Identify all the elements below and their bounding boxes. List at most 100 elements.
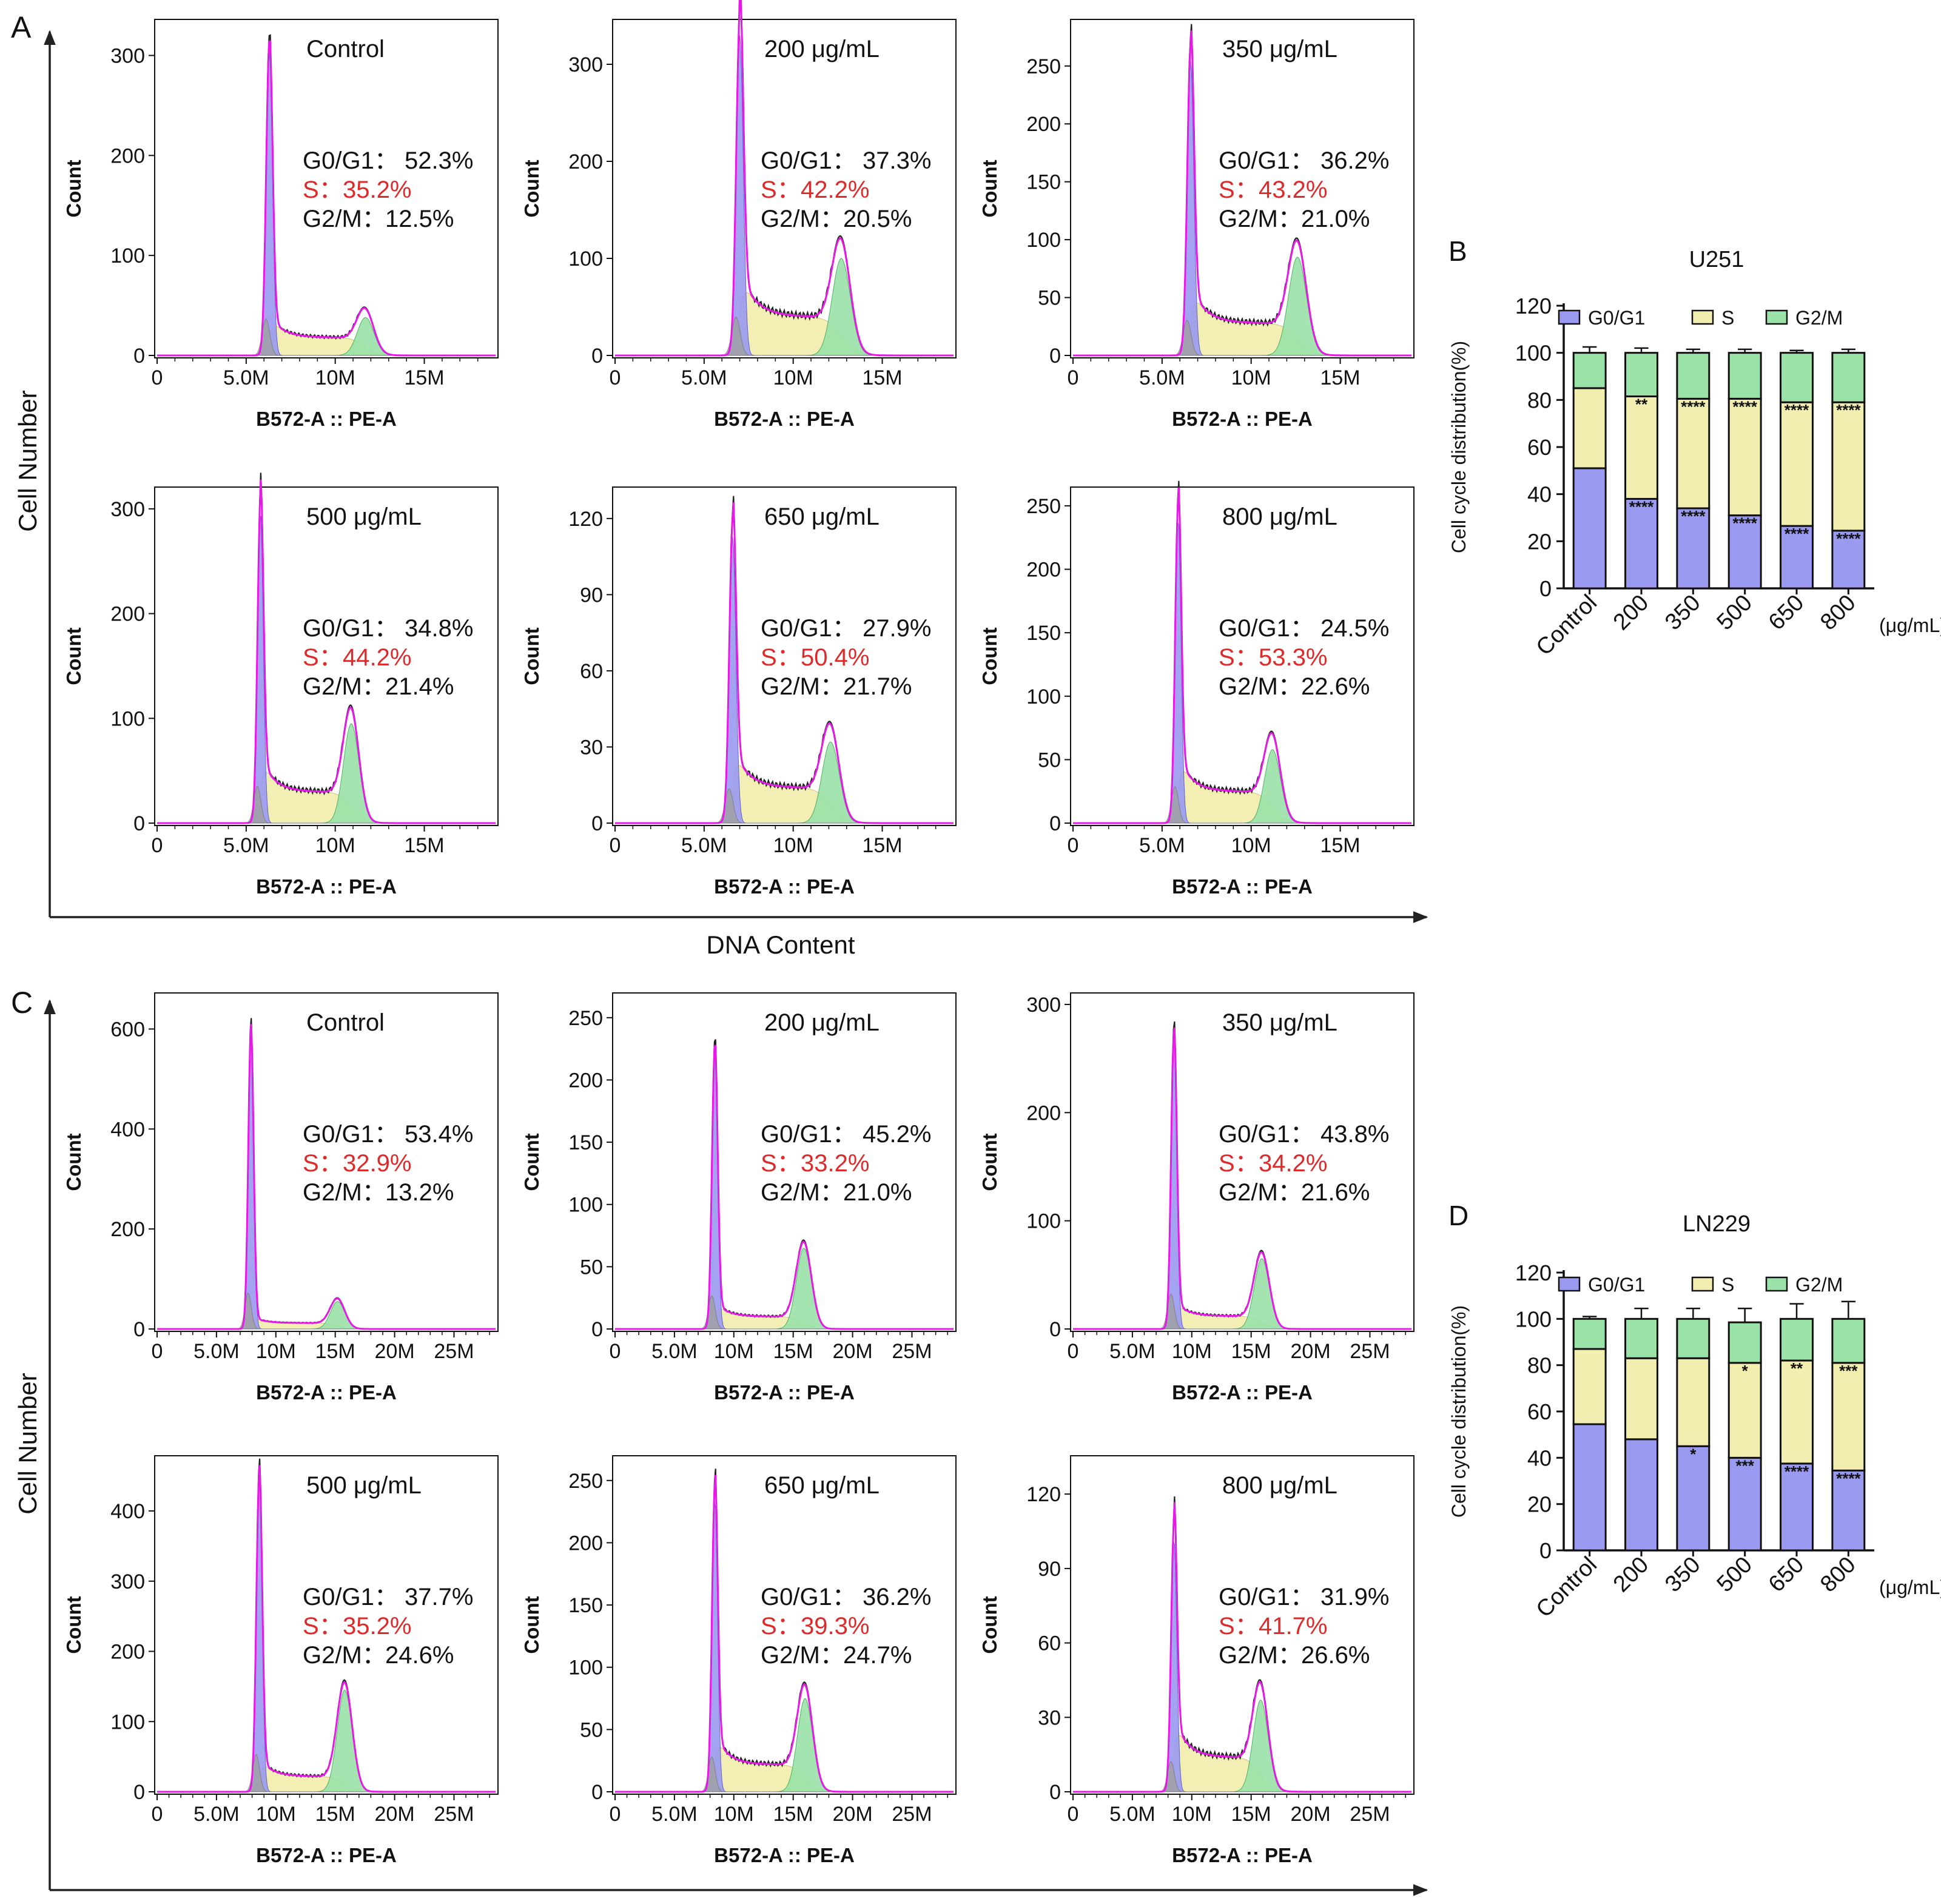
significance-marker: ***: [1735, 1456, 1754, 1475]
legend-label: S: [1721, 1274, 1734, 1296]
g2m-label: G2/M：: [1219, 673, 1302, 700]
y-tick-label: 60: [580, 660, 603, 683]
legend-swatch: [1765, 1276, 1788, 1292]
x-unit-label: (μg/mL): [1879, 614, 1941, 636]
s-phase-label: S：: [1219, 1150, 1259, 1177]
legend-label: G2/M: [1795, 307, 1843, 329]
x-tick-label: 5.0M: [223, 366, 269, 389]
bar-segment: [1676, 1357, 1711, 1447]
x-tick-label: 0: [152, 834, 163, 857]
significance-marker: ****: [1681, 507, 1706, 525]
y-tick-label: 30: [1038, 1706, 1061, 1729]
x-category-label: 200: [1609, 590, 1654, 636]
bar-segment: [1624, 352, 1658, 398]
significance-marker: ****: [1681, 397, 1706, 415]
s-phase-value: 33.2%: [801, 1150, 869, 1177]
x-tick-label: 10M: [1231, 366, 1271, 389]
bar-segment: [1676, 352, 1711, 400]
g0g1-label: G0/G1：: [761, 1584, 856, 1610]
y-tick-label: 300: [110, 498, 145, 521]
y-tick-label: 250: [568, 1470, 603, 1493]
y-axis-label: Count: [520, 627, 543, 685]
legend-label: G2/M: [1795, 1274, 1843, 1296]
histogram-frame: [1070, 992, 1415, 1332]
s-phase-value: 41.7%: [1259, 1613, 1327, 1640]
panel-title: 350 μg/mL: [1222, 36, 1337, 62]
y-tick-label: 0: [591, 345, 603, 368]
g0g1-value: 52.3%: [405, 147, 473, 174]
g2m-label: G2/M：: [1219, 206, 1302, 232]
x-tick-label: 15M: [773, 1340, 813, 1363]
x-tick-label: 10M: [1172, 1340, 1212, 1363]
g2m-value: 26.6%: [1301, 1642, 1370, 1669]
significance-marker: ****: [1629, 497, 1654, 516]
x-tick-label: 0: [610, 1803, 621, 1826]
x-category-label: 650: [1764, 1552, 1809, 1598]
x-tick-label: 0: [610, 1340, 621, 1363]
panel-a-letter: A: [11, 10, 32, 44]
panel-title: 650 μg/mL: [764, 503, 880, 530]
y-tick-label: 50: [1038, 287, 1061, 310]
s-phase-value: 53.3%: [1259, 644, 1327, 671]
x-tick-label: 15M: [315, 1340, 355, 1363]
bar-segment: [1624, 1317, 1658, 1359]
panel-title: 800 μg/mL: [1222, 503, 1337, 530]
g2m-label: G2/M：: [761, 673, 844, 700]
g2m-value: 21.4%: [385, 673, 454, 700]
x-tick-label: 20M: [375, 1340, 415, 1363]
panel-title: 800 μg/mL: [1222, 1472, 1337, 1499]
y-tick-label: 100: [110, 707, 145, 730]
y-axis-label: Count: [978, 160, 1001, 217]
g0g1-label: G0/G1：: [303, 147, 399, 174]
y-tick-label: 200: [568, 1069, 603, 1092]
y-tick-label: 200: [1026, 113, 1061, 136]
x-tick-label: 15M: [862, 366, 902, 389]
x-category-label: 350: [1660, 1552, 1706, 1598]
x-axis-label: B572-A :: PE-A: [256, 1381, 397, 1404]
x-axis-label: B572-A :: PE-A: [714, 408, 855, 430]
x-tick-label: 5.0M: [1139, 366, 1185, 389]
g2m-value: 20.5%: [843, 206, 912, 232]
bar-segment: [1831, 1362, 1866, 1472]
x-tick-label: 0: [152, 366, 163, 389]
y-tick-label: 400: [110, 1118, 145, 1141]
y-tick-label: 200: [568, 150, 603, 173]
histogram-frame: [154, 992, 499, 1332]
s-phase-value: 32.9%: [343, 1150, 411, 1177]
bar-segment: [1727, 1362, 1762, 1459]
g2m-label: G2/M：: [303, 1179, 386, 1206]
g2m-label: G2/M：: [761, 1642, 844, 1669]
y-tick-label: 0: [1049, 345, 1061, 368]
x-tick-label: 20M: [833, 1340, 873, 1363]
y-tick-label: 100: [1026, 1210, 1061, 1233]
panel-title: 500 μg/mL: [306, 1472, 422, 1499]
x-tick-label: 10M: [1231, 834, 1271, 857]
x-category-label: 500: [1712, 590, 1757, 636]
g0g1-label: G0/G1：: [303, 615, 399, 642]
legend-swatch: [1691, 1276, 1714, 1292]
bar-segment: [1831, 352, 1866, 403]
histogram-frame: [612, 486, 957, 826]
g0g1-label: G0/G1：: [1219, 147, 1314, 174]
g2m-value: 12.5%: [385, 206, 454, 232]
x-axis-label: B572-A :: PE-A: [256, 875, 397, 898]
bar-segment: [1572, 467, 1607, 590]
x-category-label: 800: [1815, 1552, 1861, 1598]
bar-segment: [1624, 395, 1658, 500]
bar-segment: [1727, 397, 1762, 517]
histogram-panel: 250 200 150 100 50 00 5.0M 10M 15M 20M 25M B572-A :…: [520, 1455, 957, 1866]
x-tick-label: 20M: [1291, 1340, 1331, 1363]
x-tick-label: 5.0M: [193, 1340, 240, 1363]
bar-segment: [1780, 1359, 1814, 1465]
y-tick-label: 100: [568, 247, 603, 271]
significance-marker: ****: [1836, 1469, 1861, 1487]
y-axis-label: Cell cycle distribution(%): [1448, 1305, 1470, 1518]
histogram-fit-line: [615, 0, 954, 357]
g0g1-label: G0/G1：: [303, 1121, 399, 1148]
y-tick-label: 150: [1026, 171, 1061, 194]
g2m-label: G2/M：: [1219, 1642, 1302, 1669]
y-tick-label: 400: [110, 1500, 145, 1523]
